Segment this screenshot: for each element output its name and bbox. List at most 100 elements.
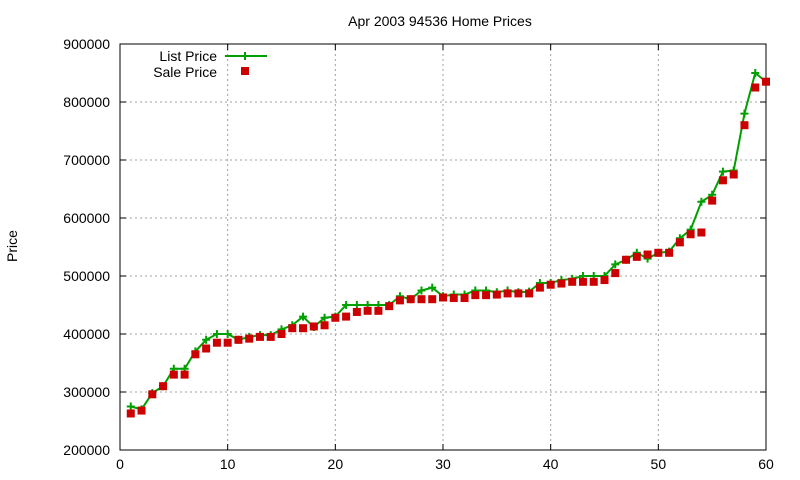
y-tick-label: 800000: [63, 94, 110, 110]
axis-ticks: 0 10 20 30 40 50 60 200000 300000 400000 500000 600…: [63, 36, 774, 472]
legend-label-list-price: List Price: [159, 48, 217, 64]
sale-price-point: [331, 313, 340, 322]
legend-swatch-list-price-marker: [241, 52, 249, 60]
sale-price-point: [255, 332, 264, 341]
list-price-point: [202, 335, 211, 344]
sale-price-point: [385, 302, 394, 311]
list-price-point: [611, 260, 620, 269]
x-tick-label: 60: [758, 456, 774, 472]
x-tick-label: 0: [116, 456, 124, 472]
sale-price-point: [525, 289, 534, 298]
sale-price-point: [729, 170, 738, 179]
list-price-point: [417, 286, 426, 295]
grid: [120, 44, 766, 450]
chart-title: Apr 2003 94536 Home Prices: [348, 13, 532, 29]
y-tick-label: 900000: [63, 36, 110, 52]
sale-price-point: [363, 306, 372, 315]
list-price-point: [428, 283, 437, 292]
y-tick-label: 200000: [63, 442, 110, 458]
list-price-point: [352, 301, 361, 309]
sale-price-point: [751, 83, 760, 92]
sale-price-point: [428, 295, 437, 304]
sale-price-point: [395, 296, 404, 305]
sale-price-point: [568, 277, 577, 286]
sale-price-point: [406, 295, 415, 304]
legend-swatch-sale-price: [241, 67, 249, 75]
sale-price-point: [546, 280, 555, 289]
sale-price-point: [439, 293, 447, 302]
sale-price-point: [611, 269, 620, 278]
sale-price-point: [137, 406, 146, 415]
y-tick-label: 500000: [63, 268, 110, 284]
sale-price-point: [449, 294, 458, 303]
sale-price-point: [600, 276, 609, 285]
sale-price-point: [277, 330, 286, 338]
series-layer: [126, 69, 770, 418]
y-axis-label: Price: [4, 230, 20, 262]
x-tick-label: 50: [651, 456, 667, 472]
sale-price-point: [374, 306, 383, 315]
sale-price-point: [686, 230, 695, 239]
list-price-point: [697, 197, 706, 206]
sale-price-point: [148, 390, 157, 399]
sale-price-point: [191, 350, 200, 359]
sale-price-point: [169, 370, 178, 379]
sale-price-point: [309, 322, 318, 331]
legend-label-sale-price: Sale Price: [153, 64, 217, 80]
list-price-point: [751, 69, 760, 77]
list-price-point: [718, 167, 727, 176]
y-tick-label: 300000: [63, 384, 110, 400]
sale-price-point: [288, 324, 297, 333]
x-tick-label: 40: [543, 456, 559, 472]
sale-price-point: [665, 248, 674, 257]
sale-price-point: [503, 289, 512, 298]
x-tick-label: 10: [220, 456, 236, 472]
x-tick-label: 30: [435, 456, 451, 472]
y-tick-label: 700000: [63, 152, 110, 168]
sale-price-point: [460, 294, 469, 303]
sale-price-point: [342, 312, 351, 321]
y-tick-label: 600000: [63, 210, 110, 226]
sale-price-point: [535, 283, 544, 292]
sale-price-point: [223, 338, 232, 347]
sale-price-point: [180, 370, 189, 379]
sale-price-point: [159, 382, 168, 391]
sale-price-point: [589, 277, 598, 286]
sale-price-point: [557, 279, 566, 288]
sale-price-point: [654, 248, 663, 257]
sale-price-point: [234, 335, 243, 344]
sale-price-point: [245, 334, 254, 343]
sale-price-point: [471, 291, 480, 300]
x-tick-label: 20: [328, 456, 344, 472]
sale-price-point: [417, 295, 426, 304]
sale-price-point: [482, 291, 491, 300]
sale-price-point: [762, 77, 770, 86]
list-price-point: [740, 109, 749, 118]
list-price-line: [130, 71, 767, 411]
sale-price-point: [212, 338, 221, 347]
sale-price-point: [514, 289, 523, 298]
list-price-point: [223, 330, 232, 338]
sale-price-point: [320, 321, 329, 330]
sale-price-point: [718, 176, 727, 185]
sale-price-point: [352, 307, 361, 316]
sale-price-point: [632, 252, 641, 261]
sale-price-point: [675, 238, 684, 247]
sale-price-point: [740, 121, 749, 130]
sale-price-point: [266, 332, 275, 341]
y-tick-label: 400000: [63, 326, 110, 342]
sale-price-point: [126, 409, 135, 418]
sale-price-point: [697, 228, 706, 237]
list-price-point: [126, 402, 135, 411]
list-price-point: [299, 312, 308, 321]
list-price-point: [320, 313, 329, 322]
list-price-point: [212, 330, 221, 338]
sale-price-point: [643, 250, 652, 259]
sale-price-point: [578, 277, 587, 286]
sale-price-point: [708, 196, 717, 205]
sale-price-point: [492, 290, 501, 299]
sale-price-point: [622, 255, 631, 264]
sale-price-point: [202, 344, 211, 353]
legend: List Price Sale Price: [153, 48, 267, 80]
